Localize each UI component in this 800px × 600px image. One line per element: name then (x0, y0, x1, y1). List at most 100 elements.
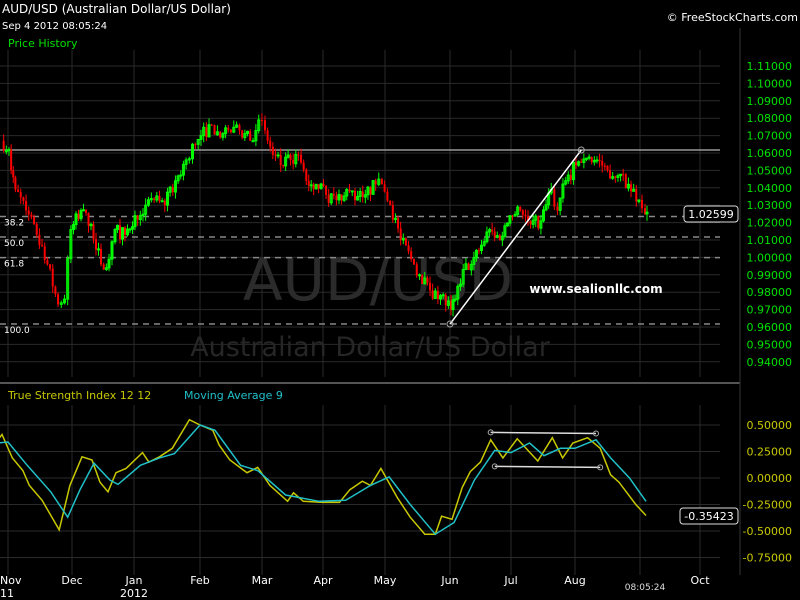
candle-up (168, 186, 172, 193)
watermark-symbol: AUD/USD (243, 246, 513, 314)
candle-up (433, 290, 437, 300)
candle-up (561, 183, 565, 199)
tsi-panel-lines (0, 418, 647, 536)
candle-down (467, 263, 470, 270)
trendline[interactable] (446, 146, 585, 328)
candle-down (119, 225, 121, 240)
candle-down (644, 208, 646, 214)
copyright-link[interactable]: © FreeStockCharts.com (667, 11, 798, 24)
candle-up (611, 176, 615, 179)
candle-down (100, 248, 102, 265)
candle-up (276, 154, 280, 157)
tsi-label: True Strength Index 12 12 (7, 389, 151, 402)
month-label: Aug (564, 574, 585, 587)
candle-up (232, 126, 236, 133)
candle-down (609, 170, 612, 179)
candle-down (38, 234, 41, 246)
candle-down (46, 260, 49, 265)
candle-down (302, 162, 305, 170)
timestamp: Sep 4 2012 08:05:24 (2, 21, 107, 32)
candle-up (441, 294, 445, 297)
candle-down (271, 146, 274, 155)
candle-up (464, 263, 468, 271)
candle-up (423, 277, 427, 285)
candle-down (450, 300, 452, 310)
candle-down (630, 184, 633, 192)
candle-up (342, 195, 346, 201)
candle-down (317, 184, 320, 189)
candle-down (33, 216, 36, 224)
candle-up (104, 267, 108, 270)
candle-up (235, 124, 239, 128)
candle-down (43, 246, 46, 261)
tsi-annotation-handle (491, 463, 498, 470)
month-label: Feb (190, 574, 209, 587)
candle-up (544, 204, 548, 211)
candle-down (491, 229, 494, 232)
year-label: 2012 (120, 587, 148, 600)
candle-up (286, 154, 290, 158)
candle-down (260, 119, 263, 121)
candle-down (527, 216, 529, 221)
candle-down (241, 130, 244, 138)
candle-down (444, 294, 447, 306)
candle-down (41, 245, 44, 247)
candle-up (246, 130, 249, 135)
candle-up (582, 158, 586, 163)
candle-up (577, 161, 581, 166)
candle-up (592, 159, 596, 163)
last-price-label: 1.02599 (688, 208, 734, 221)
candle-down (213, 125, 216, 135)
candle-up (439, 295, 443, 300)
candle-down (389, 200, 392, 206)
price-history-label: Price History (8, 37, 78, 50)
candle-up (377, 178, 381, 185)
candle-up (358, 191, 362, 197)
price-tick-label: 1.04000 (747, 182, 793, 195)
candle-down (22, 197, 25, 201)
candle-down (153, 198, 156, 200)
candle-down (511, 215, 514, 217)
candle-up (144, 204, 148, 215)
candle-down (421, 274, 424, 284)
tsi-tick-label: -0.75000 (743, 552, 792, 565)
candle-up (146, 199, 150, 206)
candle-up (371, 180, 375, 195)
candle-down (404, 238, 407, 246)
candle-up (531, 219, 535, 225)
candle-down (163, 200, 166, 206)
candle-down (521, 210, 524, 215)
candle-down (25, 200, 28, 211)
last-tsi-label: -0.35423 (684, 510, 733, 523)
candle-down (635, 189, 638, 202)
price-tick-label: 1.06000 (747, 147, 793, 160)
candle-up (571, 161, 575, 181)
candle-up (215, 131, 219, 136)
price-tick-label: 1.11000 (747, 60, 793, 73)
candle-down (297, 154, 300, 156)
candle-down (95, 239, 97, 250)
candle-down (124, 227, 126, 235)
candle-up (472, 257, 476, 265)
candle-up (126, 228, 129, 236)
candle-up (257, 119, 261, 132)
candle-down (580, 161, 583, 163)
trendline-handle (446, 320, 454, 328)
candle-up (495, 234, 499, 238)
candle-up (337, 194, 341, 201)
candle-up (173, 180, 177, 193)
candle-up (190, 143, 194, 160)
candle-up (110, 241, 114, 260)
candle-down (332, 193, 335, 196)
candle-down (374, 180, 377, 185)
candle-down (383, 184, 386, 192)
candle-down (17, 189, 20, 192)
candle-up (199, 135, 203, 140)
candle-up (309, 184, 313, 187)
candle-up (401, 237, 405, 241)
tsi-annotation-handle (592, 430, 599, 437)
candle-up (202, 126, 206, 137)
fibonacci-levels[interactable]: 38.2 50.0 61.8 100.0 (0, 149, 720, 336)
month-label: Jul (503, 574, 517, 587)
tsi-annotation-line (494, 465, 601, 469)
